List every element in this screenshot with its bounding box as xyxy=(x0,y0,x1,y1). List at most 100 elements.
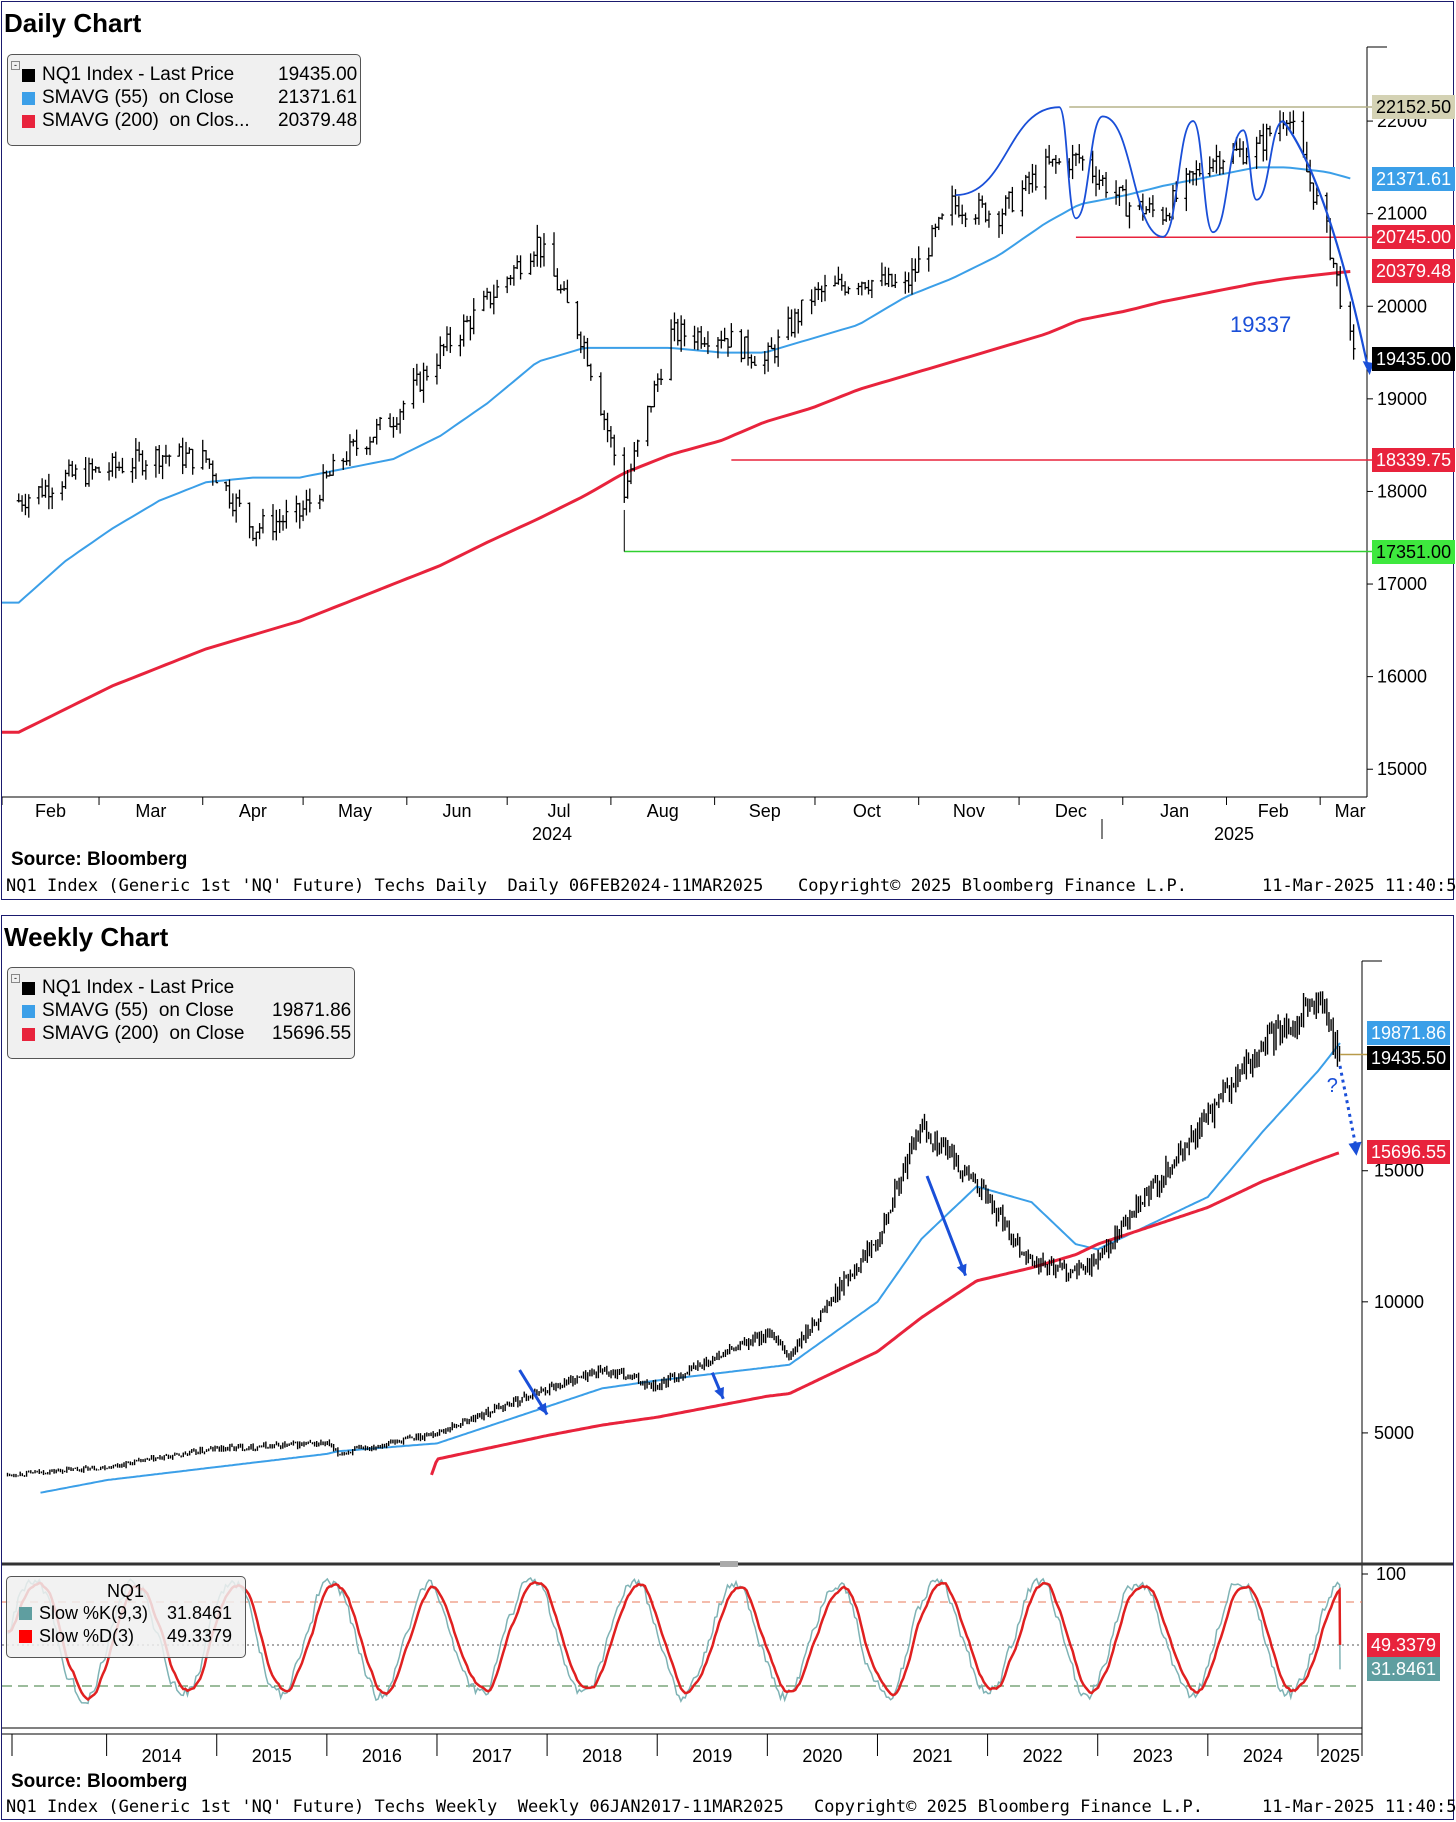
month-label: Mar xyxy=(1335,801,1366,821)
legend-swatch-red xyxy=(19,1630,32,1643)
month-label: Apr xyxy=(239,801,267,821)
year-label: 2021 xyxy=(913,1746,953,1766)
weekly-footer-date: 11-Mar-2025 11:40:57 xyxy=(1262,1797,1456,1817)
legend-label: SMAVG (55) on Close xyxy=(42,87,234,108)
question-label: ? xyxy=(1327,1075,1338,1097)
year-label: 2015 xyxy=(252,1746,292,1766)
weekly-footer-left: NQ1 Index (Generic 1st 'NQ' Future) Tech… xyxy=(6,1797,784,1817)
month-label: Mar xyxy=(135,801,166,821)
sma55-line xyxy=(40,1042,1341,1494)
price-bars xyxy=(6,991,1341,1478)
y-tick-label: 20000 xyxy=(1377,296,1427,316)
month-label: Aug xyxy=(647,801,679,821)
y-tick-label: 21000 xyxy=(1377,204,1427,224)
month-label: Feb xyxy=(1258,801,1289,821)
sma200-line xyxy=(2,270,1351,734)
daily-footer-copyright: Copyright© 2025 Bloomberg Finance L.P. xyxy=(798,876,1187,896)
price-tag: 20745.00 xyxy=(1372,225,1456,250)
weekly-legend: - NQ1 Index - Last Price SMAVG (55) on C… xyxy=(7,967,355,1059)
price-tag: 20379.48 xyxy=(1372,259,1456,284)
legend-label: SMAVG (200) on Close xyxy=(42,1023,245,1044)
month-label: Feb xyxy=(35,801,66,821)
year-label: 2024 xyxy=(532,824,572,844)
legend-value: 15696.55 xyxy=(272,1023,352,1044)
y-tick-label: 17000 xyxy=(1377,574,1427,594)
year-label: 2018 xyxy=(582,1746,622,1766)
price-tag: 18339.75 xyxy=(1372,447,1456,472)
sma55-line xyxy=(2,166,1351,604)
legend-label: NQ1 Index - Last Price xyxy=(42,977,235,998)
year-label: 2025 xyxy=(1214,824,1254,844)
month-label: May xyxy=(338,801,372,821)
month-label: Jul xyxy=(548,801,571,821)
arrow-head-icon xyxy=(1362,361,1374,376)
projection-arrow xyxy=(1338,1065,1358,1151)
month-label: Oct xyxy=(853,801,881,821)
month-label: Jun xyxy=(442,801,471,821)
year-label: 2023 xyxy=(1133,1746,1173,1766)
legend-label: Slow %D(3) xyxy=(39,1626,135,1646)
arrow-head-icon xyxy=(714,1386,724,1399)
year-label: 2014 xyxy=(142,1746,182,1766)
legend-swatch-red xyxy=(22,115,35,128)
month-label: Jan xyxy=(1160,801,1189,821)
legend-label: SMAVG (200) on Clos... xyxy=(42,110,250,131)
legend-label: NQ1 Index - Last Price xyxy=(42,64,235,85)
year-label: 2016 xyxy=(362,1746,402,1766)
oscillator-tag: 31.8461 xyxy=(1367,1657,1441,1682)
legend-value: 49.3379 xyxy=(167,1626,233,1646)
year-label: 2025 xyxy=(1320,1746,1360,1766)
legend-label: SMAVG (55) on Close xyxy=(42,1000,234,1021)
sma200-line xyxy=(430,1151,1340,1476)
daily-footer-date: 11-Mar-2025 11:40:53 xyxy=(1262,876,1456,896)
weekly-chart-title: Weekly Chart xyxy=(4,922,169,952)
y-tick-label: 15000 xyxy=(1377,759,1427,779)
legend-swatch-teal xyxy=(19,1607,32,1620)
pane-resize-handle xyxy=(720,1561,738,1567)
legend-value: 31.8461 xyxy=(167,1603,233,1623)
daily-chart-panel: Daily Chart 15000 16000 17000 18000 19000 200… xyxy=(1,1,1456,900)
y-tick-label: 19000 xyxy=(1377,389,1427,409)
y-tick-label: 16000 xyxy=(1377,667,1427,687)
weekly-source: Source: Bloomberg xyxy=(11,1771,188,1792)
legend-swatch-black xyxy=(22,69,35,82)
collapse-icon[interactable]: - xyxy=(11,61,20,70)
legend-value: 20379.48 xyxy=(278,110,358,131)
legend-value: 19435.00 xyxy=(278,64,358,85)
legend-value: 21371.61 xyxy=(278,87,358,108)
legend-swatch-red xyxy=(22,1028,35,1041)
target-arrow xyxy=(1282,120,1370,372)
year-label: 2022 xyxy=(1023,1746,1063,1766)
price-tag: 17351.00 xyxy=(1372,539,1456,564)
oscillator-legend-title: NQ1 xyxy=(107,1581,145,1601)
price-tag: 19435.00 xyxy=(1372,346,1456,371)
y-tick-label: 18000 xyxy=(1377,481,1427,501)
year-label: 2024 xyxy=(1243,1746,1283,1766)
weekly-chart-panel: Weekly Chart 5000 10000 15000? 100 2014 2015 2… xyxy=(1,915,1456,1820)
daily-footer-left: NQ1 Index (Generic 1st 'NQ' Future) Tech… xyxy=(6,876,764,896)
collapse-icon[interactable]: - xyxy=(11,974,20,983)
trend-arrow xyxy=(925,1175,967,1277)
pattern-curve xyxy=(955,106,1284,238)
target-label: 19337 xyxy=(1230,312,1291,337)
legend-swatch-blue xyxy=(22,92,35,105)
weekly-chart-svg: 5000 10000 15000? 100 2014 2015 2016 2017 2018 20… xyxy=(2,960,1453,1766)
price-tag: 15696.55 xyxy=(1367,1140,1451,1165)
price-tag: 21371.61 xyxy=(1372,167,1456,192)
oscillator-legend: NQ1 Slow %K(9,3) 31.8461 Slow %D(3) 49.3… xyxy=(6,1576,246,1658)
arrow-head-icon xyxy=(956,1263,967,1276)
year-label: 2020 xyxy=(802,1746,842,1766)
month-label: Nov xyxy=(953,801,985,821)
arrow-head-icon xyxy=(536,1402,548,1415)
month-label: Dec xyxy=(1055,801,1087,821)
weekly-footer-copyright: Copyright© 2025 Bloomberg Finance L.P. xyxy=(814,1797,1203,1817)
price-bars xyxy=(16,110,1356,547)
osc-tick-label: 100 xyxy=(1376,1564,1406,1584)
month-label: Sep xyxy=(749,801,781,821)
price-tag: 19435.50 xyxy=(1367,1046,1451,1071)
daily-chart-title: Daily Chart xyxy=(4,8,142,38)
oscillator-tag: 49.3379 xyxy=(1367,1632,1441,1657)
y-tick-label: 15000 xyxy=(1374,1161,1424,1181)
legend-swatch-black xyxy=(22,982,35,995)
price-tag: 19871.86 xyxy=(1367,1021,1451,1045)
